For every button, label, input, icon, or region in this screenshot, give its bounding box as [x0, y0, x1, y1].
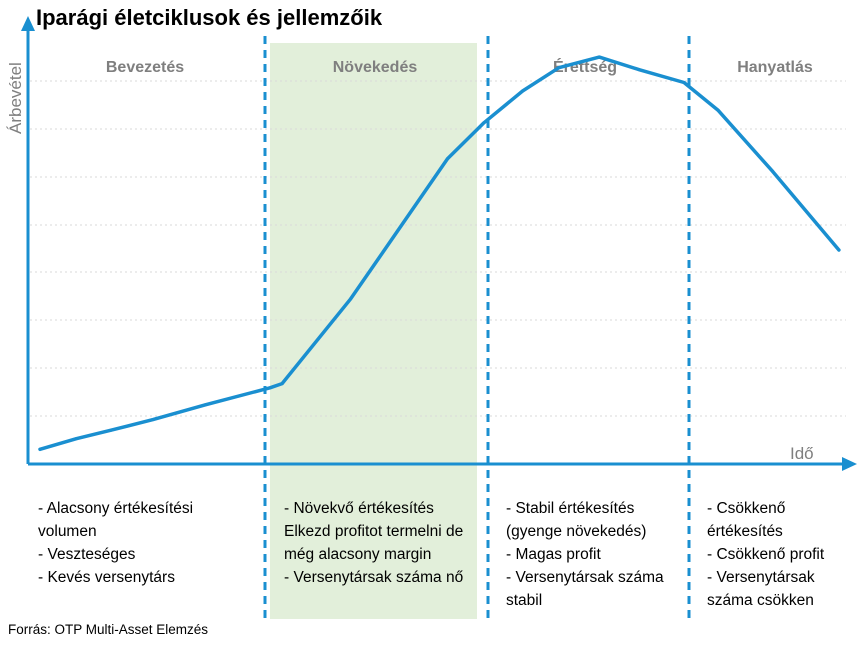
phase-label-introduction: Bevezetés [106, 59, 184, 76]
characteristic-item: - Stabil értékesítés (gyenge növekedés) [506, 500, 647, 540]
phase-desc-introduction: - Alacsony értékesítési volumen - Veszte… [38, 497, 248, 589]
chart-title: Iparági életciklusok és jellemzőik [36, 5, 383, 30]
y-axis-arrowhead [21, 16, 35, 31]
series-points [38, 55, 841, 451]
series-point [557, 66, 561, 70]
series-point [38, 447, 42, 451]
phase-desc-growth: - Növekvő értékesítés Elkezd profitot te… [284, 497, 468, 589]
series-point [521, 89, 525, 93]
series-point [280, 382, 284, 386]
series-point [482, 121, 486, 125]
series-point [349, 297, 353, 301]
phase-label-decline: Hanyatlás [737, 59, 813, 76]
characteristic-item: - Csökkenő értékesítés [707, 500, 790, 540]
series-point [771, 170, 775, 174]
gridlines [30, 80, 846, 417]
series-point [597, 55, 601, 59]
series-point [203, 403, 207, 407]
source-note: Forrás: OTP Multi-Asset Elemzés [8, 622, 209, 637]
x-axis-arrowhead [842, 457, 857, 471]
characteristic-item: - Versenytársak száma stabil [506, 569, 668, 609]
x-axis-label: Idő [790, 444, 814, 463]
characteristic-item: - Alacsony értékesítési volumen [38, 500, 198, 540]
phase-desc-decline: - Csökkenő értékesítés - Csökkenő profit… [707, 497, 847, 612]
series-point [716, 108, 720, 112]
characteristic-item: - Csökkenő profit [707, 546, 825, 563]
series-point [638, 68, 642, 72]
series-point [682, 81, 686, 85]
growth-phase-highlight [270, 43, 477, 619]
series-point [151, 418, 155, 422]
series-point [74, 437, 78, 441]
characteristic-item: - Magas profit [506, 546, 601, 563]
characteristic-item: - Kevés versenytárs [38, 569, 175, 586]
revenue-series-line [38, 55, 841, 452]
series-point [109, 428, 113, 432]
series-point [837, 248, 841, 252]
y-axis-label: Árbevétel [6, 62, 25, 134]
characteristic-item: - Veszteséges [38, 546, 136, 563]
series-point [446, 157, 450, 161]
characteristic-item: Elkezd profitot termelni de még alacsony… [284, 523, 468, 563]
phase-label-maturity: Érettség [553, 57, 617, 76]
phase-label-growth: Növekedés [333, 59, 418, 76]
series-point [268, 386, 272, 390]
phase-labels: Bevezetés Növekedés Érettség Hanyatlás [106, 57, 813, 76]
characteristic-item: - Versenytársak száma csökken [707, 569, 819, 609]
characteristic-item: - Növekvő értékesítés [284, 500, 434, 517]
characteristic-item: - Versenytársak száma nő [284, 569, 464, 586]
phase-desc-maturity: - Stabil értékesítés (gyenge növekedés) … [506, 497, 676, 612]
